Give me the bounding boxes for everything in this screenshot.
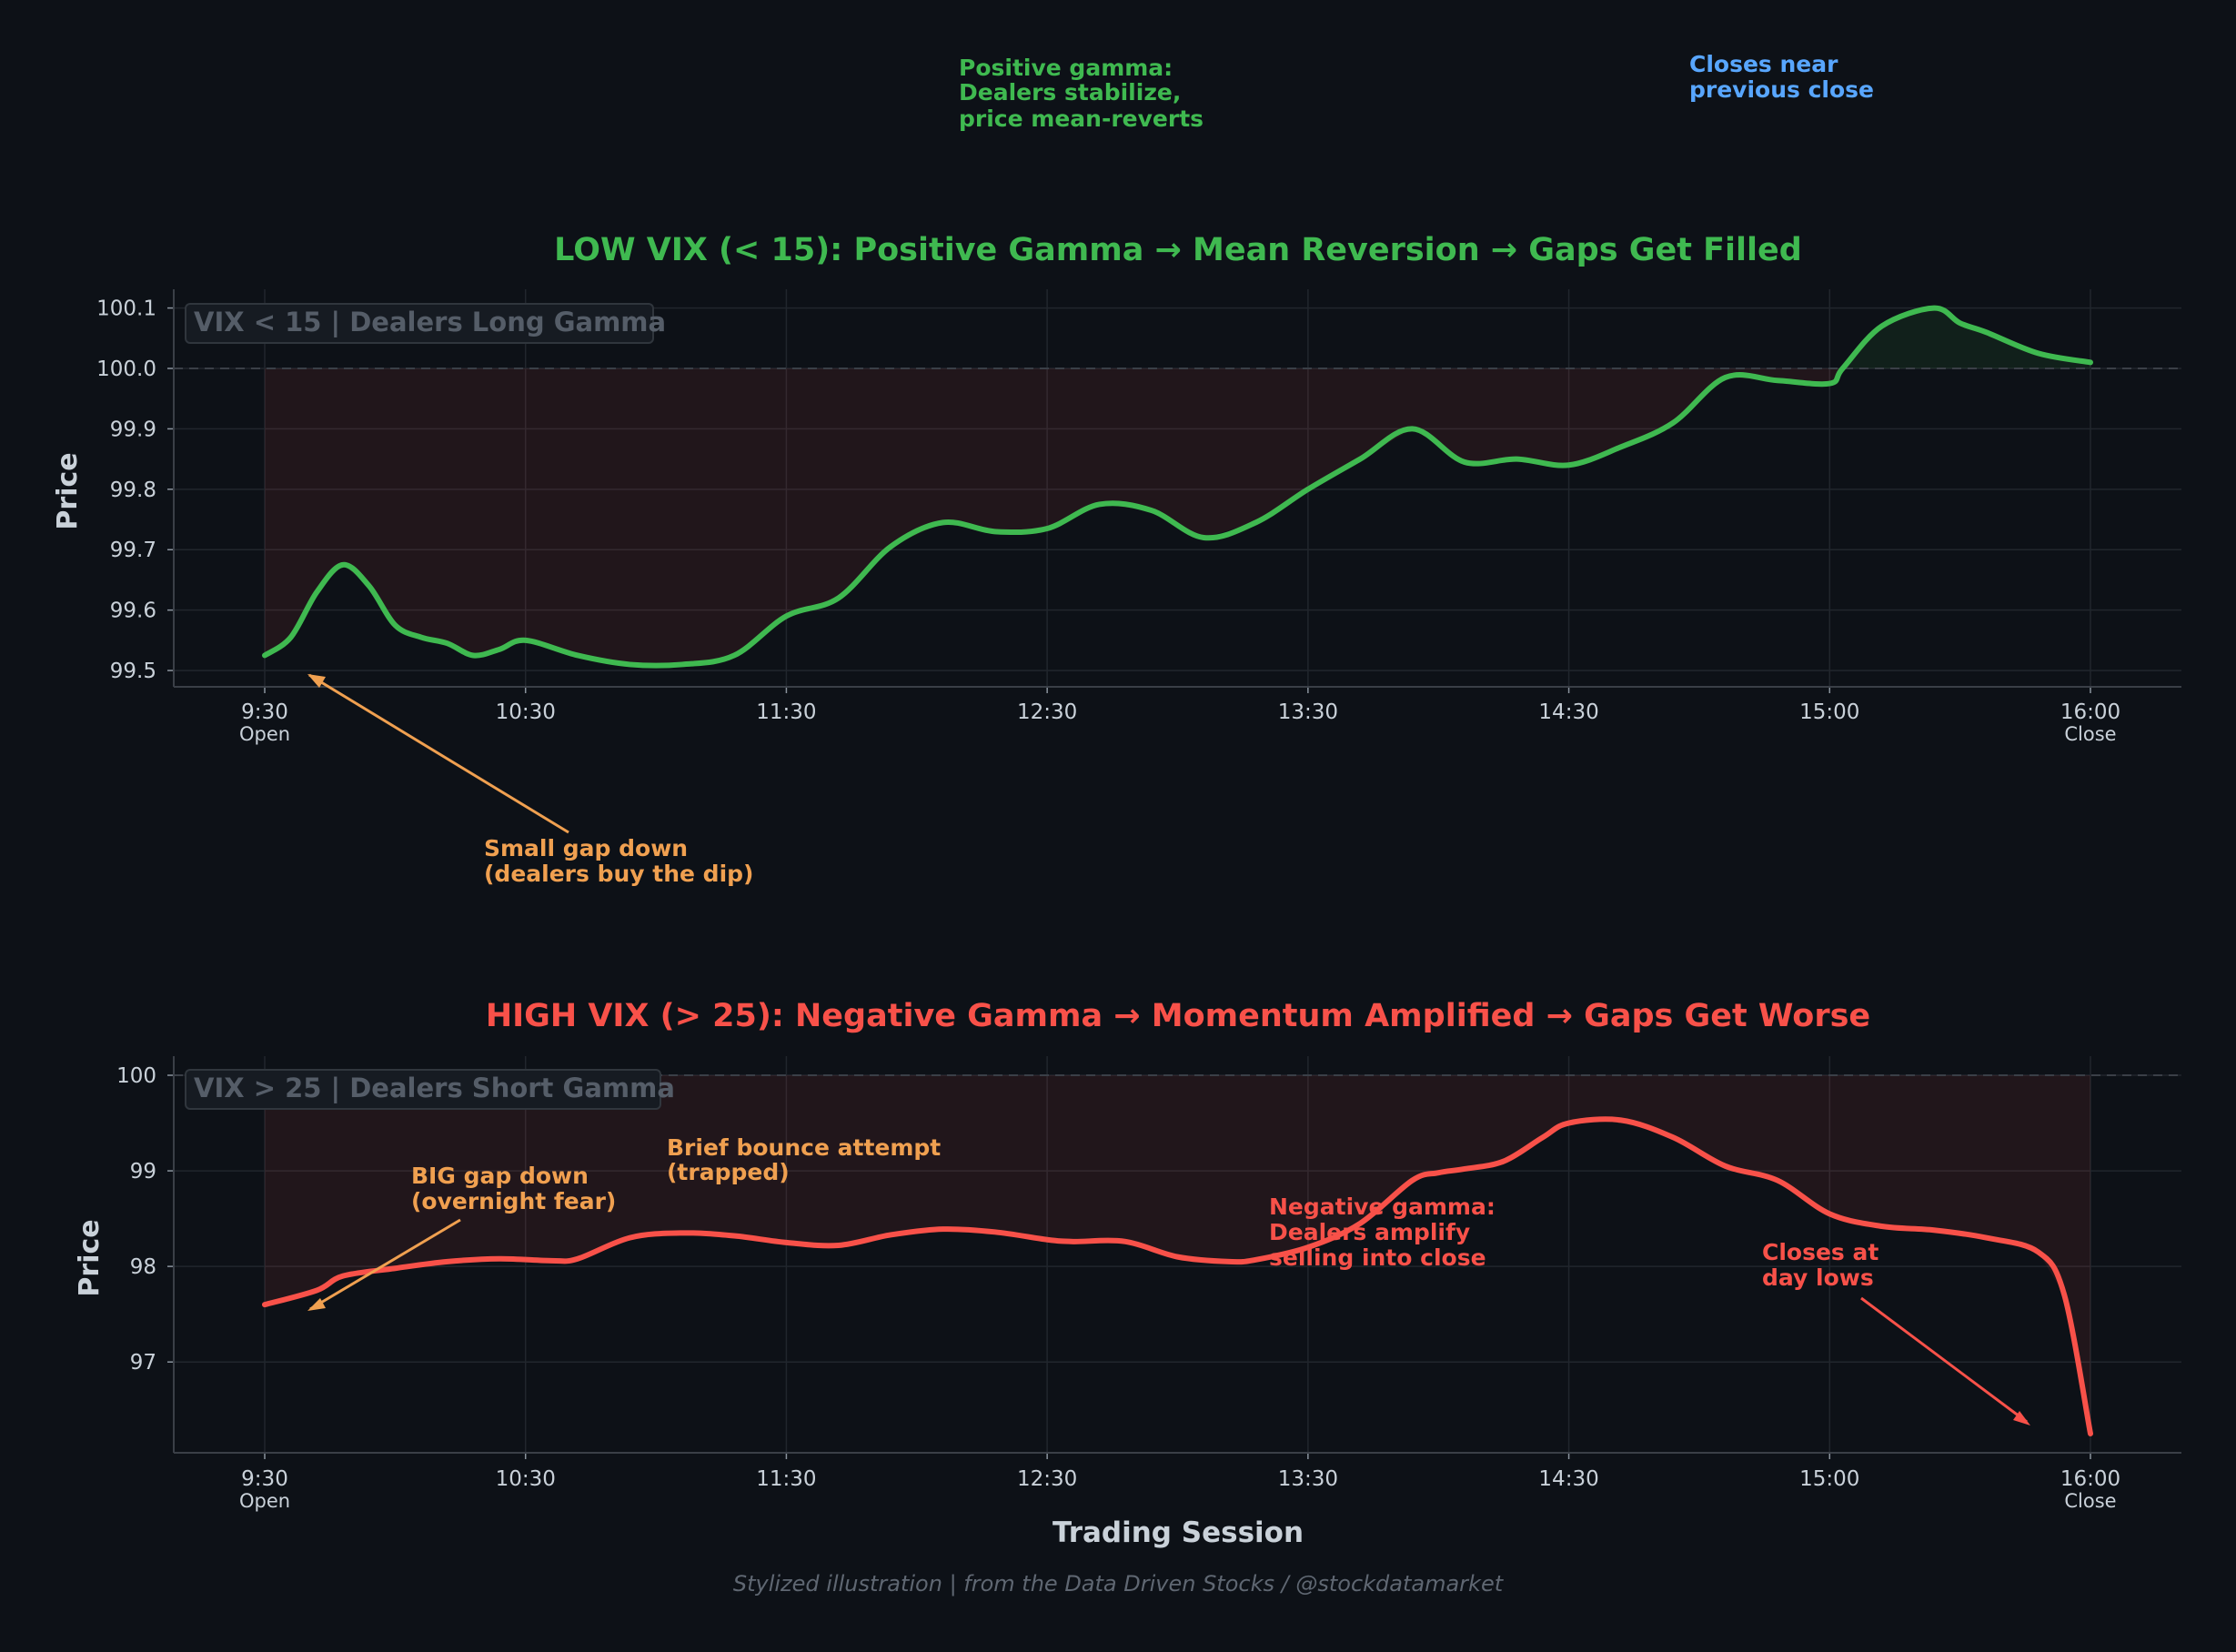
annotation-negative-gamma: Negative gamma: Dealers amplify selling …: [1269, 1194, 1496, 1271]
regime-badge: [185, 1069, 661, 1110]
top-note-line: Closes near: [1689, 51, 1838, 77]
x-tick-label: 13:30: [1278, 1467, 1338, 1491]
x-tick-sublabel: Close: [2064, 723, 2116, 745]
y-axis-label: Price: [74, 1219, 106, 1296]
annotation-line: BIG gap down: [411, 1163, 589, 1189]
annotation-closes-lows: Closes at day lows: [1762, 1239, 2030, 1425]
above-reference-fill: [265, 307, 2090, 369]
y-tick-label: 97: [130, 1351, 156, 1375]
arrow-head: [307, 674, 326, 688]
x-tick-label: 14:30: [1538, 1467, 1598, 1491]
annotation-bounce: Brief bounce attempt (trapped): [667, 1134, 941, 1185]
regime-badge-label: VIX > 25 | Dealers Short Gamma: [194, 1073, 675, 1103]
annotation-arrow: [1860, 1296, 2028, 1424]
annotation-line: Dealers amplify: [1269, 1219, 1470, 1245]
price-series-line: [262, 1116, 2093, 1436]
regime-badge: [185, 303, 654, 344]
annotation-line: Brief bounce attempt: [667, 1134, 941, 1161]
x-tick-label: 15:00: [1799, 1467, 1859, 1491]
top-note-line: Positive gamma:: [959, 55, 1173, 81]
y-tick-label: 99.7: [110, 539, 156, 562]
x-tick-sublabel: Open: [239, 723, 290, 745]
top-note-closes-near: Closes near previous close: [1689, 51, 1874, 103]
annotation-line: Small gap down: [484, 835, 688, 861]
x-tick-label: 11:30: [756, 1467, 816, 1491]
x-tick-label: 10:30: [496, 1467, 556, 1491]
below-reference-fill: [265, 368, 2090, 665]
annotation-arrow: [309, 1218, 461, 1311]
x-tick-label: 9:30: [241, 700, 288, 724]
footer-note: Stylized illustration | from the Data Dr…: [733, 1571, 1505, 1597]
annotation-line: (overnight fear): [411, 1188, 616, 1214]
x-tick-label: 14:30: [1538, 700, 1598, 724]
x-tick-label: 13:30: [1278, 700, 1338, 724]
x-tick-label: 9:30: [241, 1467, 288, 1491]
annotation-line: Closes at: [1762, 1239, 1878, 1265]
annotation-line: (trapped): [667, 1159, 790, 1185]
y-tick-label: 99.5: [110, 660, 156, 683]
y-tick-label: 100: [116, 1064, 156, 1088]
x-tick-label: 11:30: [756, 700, 816, 724]
top-note-line: previous close: [1689, 76, 1874, 103]
x-tick-sublabel: Close: [2064, 1490, 2116, 1512]
y-axis-label: Price: [52, 452, 84, 529]
x-tick-sublabel: Open: [239, 1490, 290, 1512]
x-tick-label: 16:00: [2060, 700, 2120, 724]
arrow-head: [2013, 1411, 2030, 1425]
x-tick-label: 12:30: [1017, 700, 1077, 724]
y-tick-label: 99.9: [110, 418, 156, 441]
x-tick-label: 15:00: [1799, 700, 1859, 724]
annotation-small-gap: Small gap down (dealers buy the dip): [307, 673, 753, 887]
top-note-positive-gamma: Positive gamma: Dealers stabilize, price…: [959, 55, 1204, 132]
y-tick-label: 99.6: [110, 599, 156, 623]
annotation-line: (dealers buy the dip): [484, 861, 753, 887]
y-tick-label: 99.8: [110, 478, 156, 502]
x-axis-label: Trading Session: [1053, 1516, 1304, 1549]
arrow-head: [307, 1298, 326, 1311]
top-note-line: Dealers stabilize,: [959, 79, 1181, 106]
high-vix-panel: HIGH VIX (> 25): Negative Gamma → Moment…: [74, 998, 2181, 1549]
y-tick-label: 100.1: [96, 297, 156, 321]
annotation-arrow: [308, 673, 569, 834]
annotation-line: day lows: [1762, 1264, 1874, 1291]
x-tick-label: 10:30: [496, 700, 556, 724]
price-series-line: [262, 305, 2093, 669]
low-vix-panel: LOW VIX (< 15): Positive Gamma → Mean Re…: [52, 232, 2181, 887]
chart-title: HIGH VIX (> 25): Negative Gamma → Moment…: [486, 998, 1870, 1034]
annotation-line: Negative gamma:: [1269, 1194, 1496, 1220]
x-tick-label: 12:30: [1017, 1467, 1077, 1491]
annotation-big-gap: BIG gap down (overnight fear): [307, 1163, 616, 1311]
y-tick-label: 98: [130, 1255, 156, 1279]
regime-badge-label: VIX < 15 | Dealers Long Gamma: [194, 307, 666, 337]
y-tick-label: 99: [130, 1160, 156, 1184]
y-tick-label: 100.0: [96, 358, 156, 381]
chart-title: LOW VIX (< 15): Positive Gamma → Mean Re…: [554, 232, 1802, 268]
annotation-line: selling into close: [1269, 1244, 1486, 1271]
top-note-line: price mean-reverts: [959, 106, 1204, 132]
x-tick-label: 16:00: [2060, 1467, 2120, 1491]
